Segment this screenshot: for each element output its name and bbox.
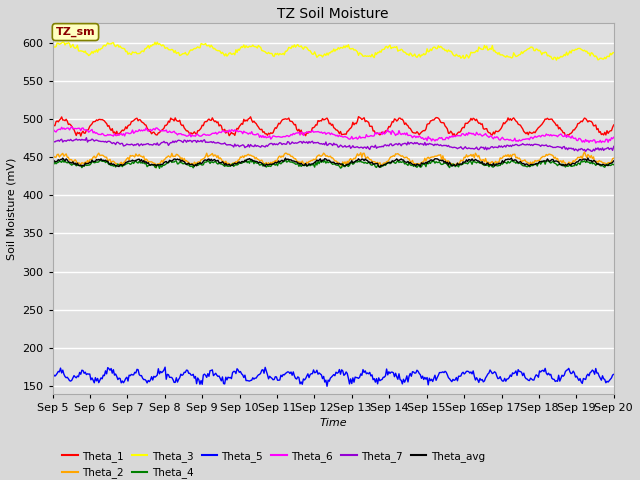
Theta_4: [246, 156, 254, 162]
Line: Theta_5: Theta_5: [52, 367, 614, 386]
Theta_6: [610, 134, 618, 140]
Theta_4: [355, 158, 362, 164]
Legend: Theta_1, Theta_2, Theta_3, Theta_4, Theta_5, Theta_6, Theta_7, Theta_avg: Theta_1, Theta_2, Theta_3, Theta_4, Thet…: [58, 447, 489, 480]
Theta_6: [316, 130, 324, 135]
Theta_1: [316, 119, 323, 124]
Line: Theta_6: Theta_6: [52, 127, 614, 143]
Theta_4: [511, 159, 518, 165]
Theta_3: [610, 50, 618, 56]
Theta_7: [510, 143, 518, 148]
Theta_3: [510, 50, 518, 56]
Theta_7: [582, 148, 589, 154]
Theta_avg: [376, 164, 384, 170]
Title: TZ Soil Moisture: TZ Soil Moisture: [278, 7, 389, 21]
Theta_avg: [584, 155, 592, 161]
Theta_1: [384, 126, 392, 132]
Theta_2: [510, 152, 518, 157]
Theta_6: [49, 129, 56, 135]
Theta_7: [384, 142, 392, 148]
Theta_avg: [510, 157, 518, 163]
Theta_avg: [49, 160, 56, 166]
Theta_4: [321, 158, 328, 164]
Theta_6: [353, 136, 361, 142]
Theta_7: [316, 141, 324, 147]
Theta_3: [384, 45, 392, 51]
Theta_2: [49, 157, 56, 163]
Theta_1: [355, 114, 362, 120]
Theta_5: [610, 372, 618, 377]
Theta_6: [510, 138, 518, 144]
Theta_3: [598, 56, 606, 62]
Theta_1: [610, 122, 618, 128]
Theta_5: [320, 373, 328, 379]
Theta_4: [385, 159, 393, 165]
Line: Theta_7: Theta_7: [52, 138, 614, 151]
Theta_2: [152, 165, 160, 171]
Theta_avg: [610, 158, 618, 164]
Line: Theta_3: Theta_3: [52, 42, 614, 60]
Theta_2: [384, 158, 392, 164]
Line: Theta_1: Theta_1: [52, 117, 614, 136]
Theta_1: [511, 117, 518, 122]
Theta_6: [384, 127, 392, 133]
Theta_5: [323, 384, 331, 389]
Theta_avg: [316, 157, 323, 163]
Theta_3: [353, 49, 361, 55]
Theta_3: [49, 45, 56, 51]
Theta_2: [316, 153, 324, 159]
Theta_avg: [319, 157, 326, 163]
Theta_4: [49, 160, 56, 166]
Theta_5: [49, 375, 56, 381]
Theta_3: [59, 39, 67, 45]
Theta_7: [320, 141, 328, 146]
Theta_avg: [598, 162, 606, 168]
Theta_avg: [384, 160, 392, 166]
Theta_3: [316, 52, 324, 58]
Theta_6: [320, 130, 328, 136]
Theta_4: [610, 162, 618, 168]
Theta_7: [49, 139, 56, 145]
Theta_6: [592, 140, 600, 146]
Theta_1: [319, 116, 326, 121]
Line: Theta_avg: Theta_avg: [52, 158, 614, 167]
Theta_7: [610, 144, 618, 149]
Text: TZ_sm: TZ_sm: [56, 27, 95, 37]
Theta_2: [320, 150, 328, 156]
Theta_5: [316, 371, 324, 377]
Theta_2: [598, 160, 606, 166]
Theta_7: [598, 145, 606, 151]
X-axis label: Time: Time: [319, 418, 347, 428]
Theta_6: [68, 124, 76, 130]
Line: Theta_2: Theta_2: [52, 152, 614, 168]
Theta_1: [451, 133, 459, 139]
Theta_5: [355, 375, 362, 381]
Theta_5: [385, 369, 393, 374]
Theta_1: [598, 131, 606, 137]
Theta_3: [552, 57, 560, 63]
Theta_5: [598, 373, 606, 379]
Theta_3: [320, 52, 328, 58]
Theta_7: [353, 144, 361, 150]
Theta_2: [580, 149, 588, 155]
Theta_5: [511, 370, 518, 376]
Theta_5: [161, 364, 169, 370]
Theta_7: [83, 135, 90, 141]
Theta_4: [317, 159, 325, 165]
Theta_6: [598, 138, 606, 144]
Theta_2: [610, 156, 618, 161]
Theta_4: [598, 163, 606, 168]
Y-axis label: Soil Moisture (mV): Soil Moisture (mV): [7, 157, 17, 260]
Line: Theta_4: Theta_4: [52, 159, 614, 168]
Theta_avg: [353, 157, 360, 163]
Theta_1: [49, 124, 56, 130]
Theta_2: [353, 151, 361, 156]
Theta_4: [156, 166, 163, 171]
Theta_1: [353, 121, 360, 127]
